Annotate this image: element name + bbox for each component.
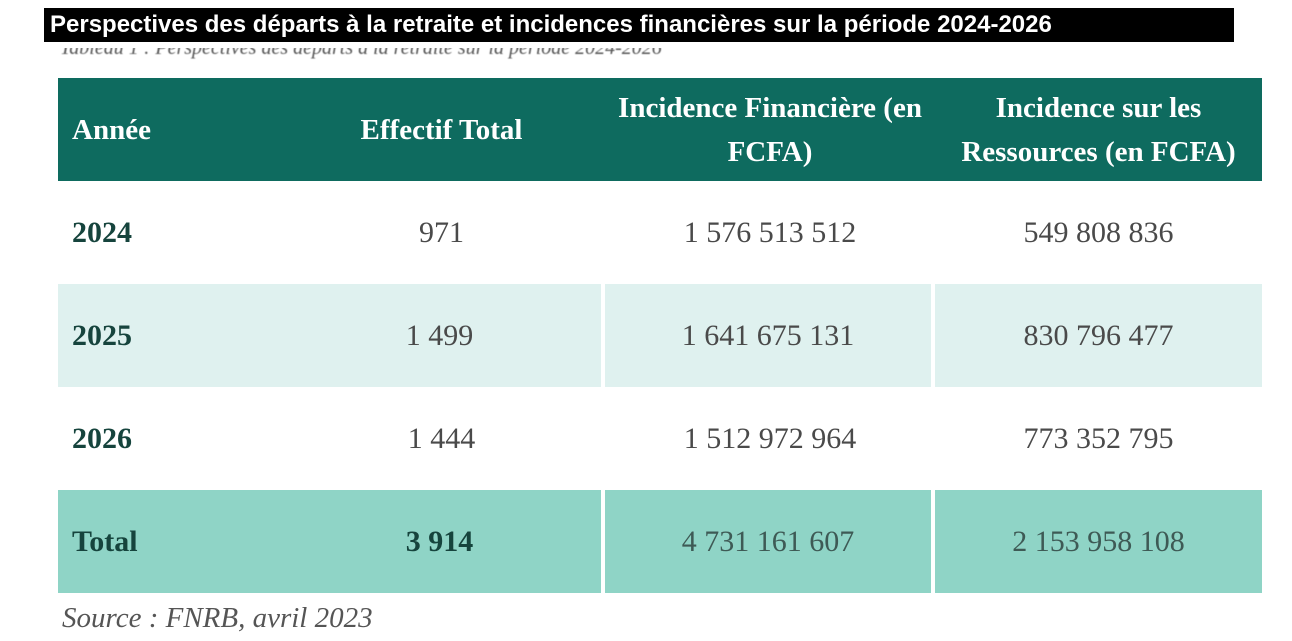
row-effectif: 971 [419, 215, 464, 249]
row-effectif: 1 444 [407, 421, 476, 455]
retirement-table: Année Effectif Total Incidence Financièr… [58, 78, 1262, 593]
header-incidence-ressources: Incidence sur les Ressources (en FCFA) [961, 91, 1236, 168]
table-caption-partial: Tableau 1 : Perspectives des départs à l… [60, 48, 780, 66]
header-incidence-financiere: Incidence Financière (en FCFA) [618, 91, 922, 168]
table-row: 2024 971 1 576 513 512 549 808 836 [58, 181, 1262, 284]
table-row: 2025 1 499 1 641 675 131 830 796 477 [58, 284, 1262, 387]
header-annee: Année [72, 113, 151, 146]
total-effectif: 3 914 [278, 490, 605, 593]
row-incidence-financiere: 1 576 513 512 [683, 215, 857, 249]
row-year: 2025 [58, 284, 278, 387]
row-year: 2026 [72, 421, 132, 455]
row-incidence-ressources: 830 796 477 [935, 284, 1262, 387]
row-incidence-ressources: 773 352 795 [1023, 421, 1174, 455]
table-row: 2026 1 444 1 512 972 964 773 352 795 [58, 387, 1262, 490]
row-effectif: 1 499 [278, 284, 605, 387]
row-incidence-financiere: 1 641 675 131 [605, 284, 935, 387]
table-caption-text: Tableau 1 : Perspectives des départs à l… [60, 48, 662, 59]
table-total-row: Total 3 914 4 731 161 607 2 153 958 108 [58, 490, 1262, 593]
table-header-row: Année Effectif Total Incidence Financièr… [58, 78, 1262, 181]
page-title: Perspectives des départs à la retraite e… [44, 8, 1234, 42]
source-note: Source : FNRB, avril 2023 [62, 602, 373, 634]
total-incidence-financiere: 4 731 161 607 [605, 490, 935, 593]
total-label: Total [58, 490, 278, 593]
row-incidence-financiere: 1 512 972 964 [683, 421, 857, 455]
header-effectif-total: Effectif Total [360, 113, 523, 146]
row-incidence-ressources: 549 808 836 [1023, 215, 1174, 249]
row-year: 2024 [72, 215, 132, 249]
total-incidence-ressources: 2 153 958 108 [935, 490, 1262, 593]
